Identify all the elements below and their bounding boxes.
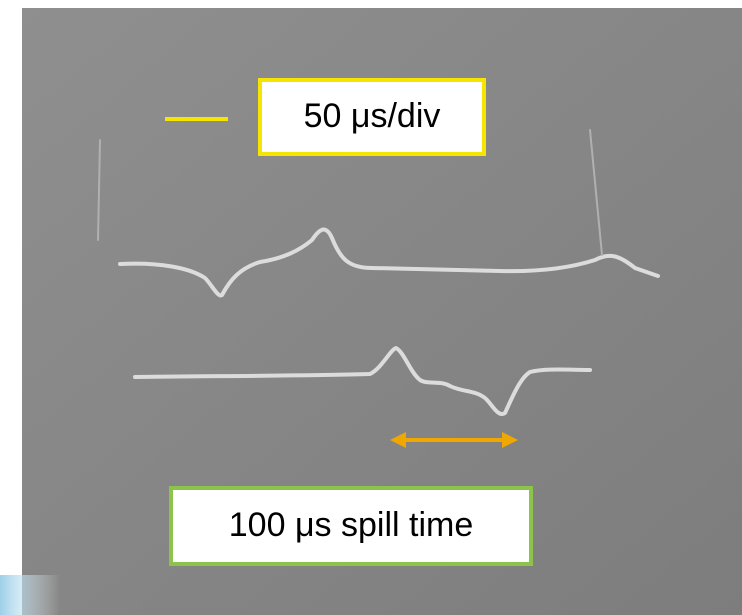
spill-arrow (390, 432, 518, 448)
corner-accent (0, 575, 60, 615)
faint-grid (97, 129, 603, 256)
scale-label-box (258, 78, 486, 156)
scope-traces (97, 129, 660, 417)
lower-trace (133, 346, 592, 417)
upper-trace (118, 227, 660, 298)
spill-label: 100 μs spill time (229, 506, 473, 544)
spill-label-box (169, 486, 533, 566)
scale-label: 50 μs/div (304, 97, 441, 135)
